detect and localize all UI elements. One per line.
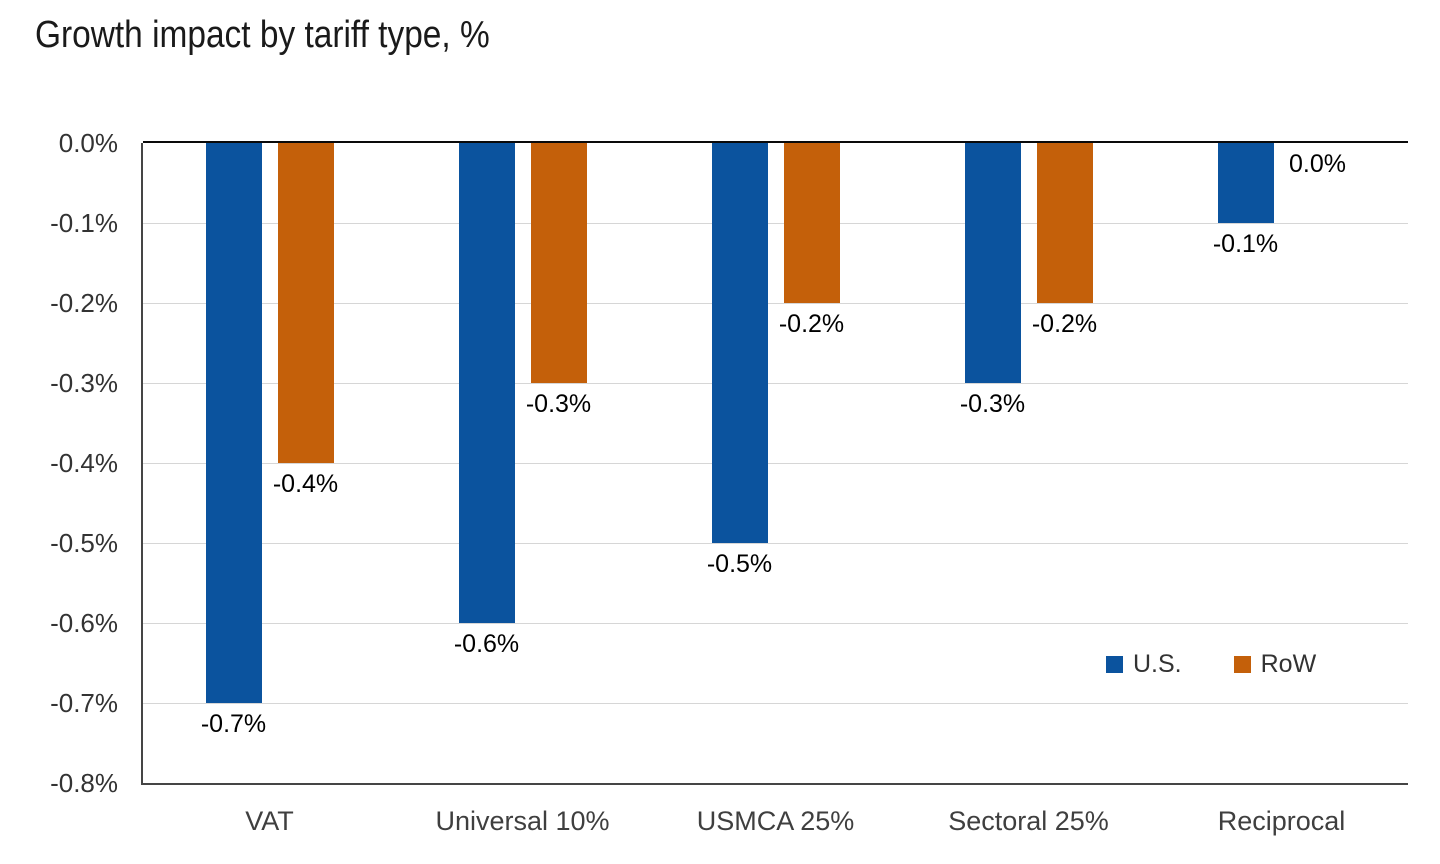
data-label-row-sectoral-25: -0.2%: [1031, 310, 1098, 338]
data-label-us-reciprocal: -0.1%: [1212, 230, 1279, 258]
bar-row-universal-10: [530, 143, 587, 383]
chart-title: Growth impact by tariff type, %: [35, 14, 490, 56]
grid-line: [143, 463, 1408, 464]
y-tick-label: -0.3%: [50, 368, 118, 398]
y-tick-label: -0.7%: [50, 688, 118, 718]
data-label-row-vat: -0.4%: [272, 470, 339, 498]
bar-us-usmca-25: [711, 143, 768, 543]
bar-us-universal-10: [458, 143, 515, 623]
x-axis-bottom-line: [141, 783, 1408, 785]
legend-label-us: U.S.: [1133, 650, 1182, 678]
category-label: Reciprocal: [1217, 806, 1346, 836]
legend-label-row: RoW: [1260, 650, 1317, 678]
category-label: VAT: [245, 806, 294, 836]
bar-us-vat: [205, 143, 262, 703]
category-label: Sectoral 25%: [948, 806, 1109, 836]
bar-us-reciprocal: [1217, 143, 1274, 223]
data-label-row-universal-10: -0.3%: [525, 390, 592, 418]
grid-line: [143, 303, 1408, 304]
y-tick-label: -0.4%: [50, 448, 118, 478]
grid-line: [143, 383, 1408, 384]
data-label-row-reciprocal: 0.0%: [1289, 150, 1346, 178]
y-tick-label: -0.6%: [50, 608, 118, 638]
y-tick-label: -0.1%: [50, 208, 118, 238]
category-label: USMCA 25%: [696, 806, 855, 836]
bar-row-sectoral-25: [1036, 143, 1093, 303]
legend-item-us: U.S.: [1106, 650, 1182, 679]
legend-item-row: RoW: [1233, 650, 1317, 679]
data-label-us-universal-10: -0.6%: [453, 630, 520, 658]
y-tick-label: 0.0%: [58, 128, 118, 158]
bar-us-sectoral-25: [964, 143, 1021, 383]
y-tick-label: -0.5%: [50, 528, 118, 558]
data-label-us-sectoral-25: -0.3%: [959, 390, 1026, 418]
legend-swatch-row: [1233, 656, 1251, 673]
data-label-us-usmca-25: -0.5%: [706, 550, 773, 578]
data-label-us-vat: -0.7%: [200, 710, 267, 738]
zero-line: [143, 141, 1408, 143]
y-tick-label: -0.8%: [50, 768, 118, 798]
grid-line: [143, 703, 1408, 704]
data-label-row-usmca-25: -0.2%: [778, 310, 845, 338]
category-label: Universal 10%: [435, 806, 610, 836]
legend-swatch-us: [1106, 656, 1123, 673]
grid-line: [143, 223, 1408, 224]
chart-legend: U.S. RoW: [1106, 650, 1316, 679]
grid-line: [143, 543, 1408, 544]
bar-row-vat: [277, 143, 334, 463]
y-axis-line: [141, 143, 143, 783]
grid-line: [143, 623, 1408, 624]
y-tick-label: -0.2%: [50, 288, 118, 318]
bar-row-usmca-25: [783, 143, 840, 303]
